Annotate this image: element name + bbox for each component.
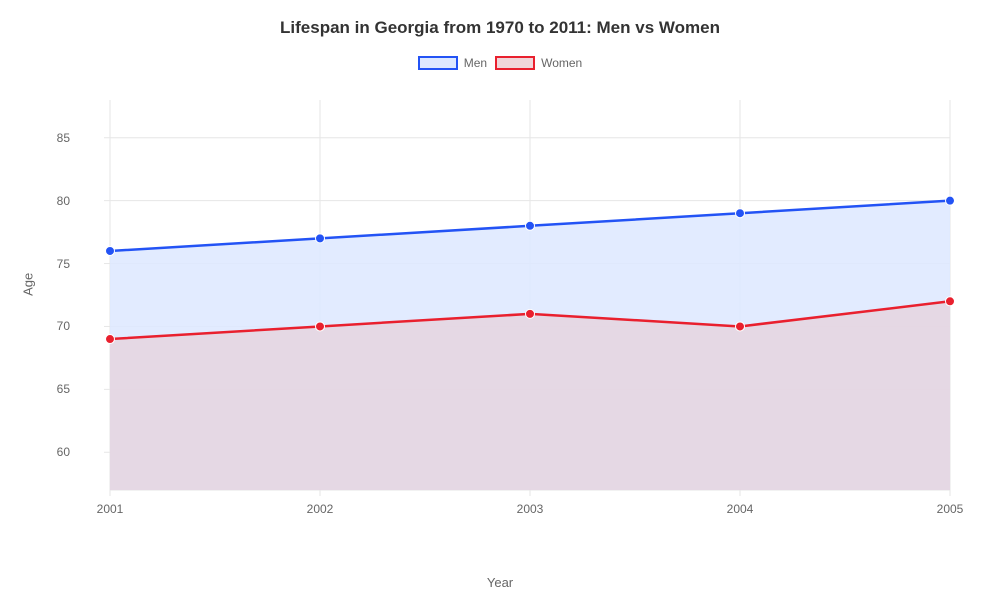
legend: Men Women xyxy=(0,56,1000,70)
y-tick-label: 75 xyxy=(40,257,70,271)
x-axis-label: Year xyxy=(487,575,513,590)
y-axis-label: Age xyxy=(21,273,36,296)
legend-label-men: Men xyxy=(464,56,487,70)
y-tick-label: 70 xyxy=(40,319,70,333)
x-tick-label: 2005 xyxy=(937,502,964,516)
y-tick-label: 60 xyxy=(40,445,70,459)
legend-label-women: Women xyxy=(541,56,582,70)
x-tick-label: 2001 xyxy=(97,502,124,516)
x-tick-label: 2003 xyxy=(517,502,544,516)
legend-item-women[interactable]: Women xyxy=(495,56,582,70)
y-tick-label: 65 xyxy=(40,382,70,396)
legend-swatch-women xyxy=(495,56,535,70)
y-tick-label: 85 xyxy=(40,131,70,145)
chart-title: Lifespan in Georgia from 1970 to 2011: M… xyxy=(0,0,1000,38)
legend-item-men[interactable]: Men xyxy=(418,56,487,70)
chart-container: Lifespan in Georgia from 1970 to 2011: M… xyxy=(0,0,1000,600)
plot-area xyxy=(80,90,960,520)
x-tick-label: 2004 xyxy=(727,502,754,516)
y-tick-label: 80 xyxy=(40,194,70,208)
plot-wrap xyxy=(80,90,960,520)
legend-swatch-men xyxy=(418,56,458,70)
x-tick-label: 2002 xyxy=(307,502,334,516)
